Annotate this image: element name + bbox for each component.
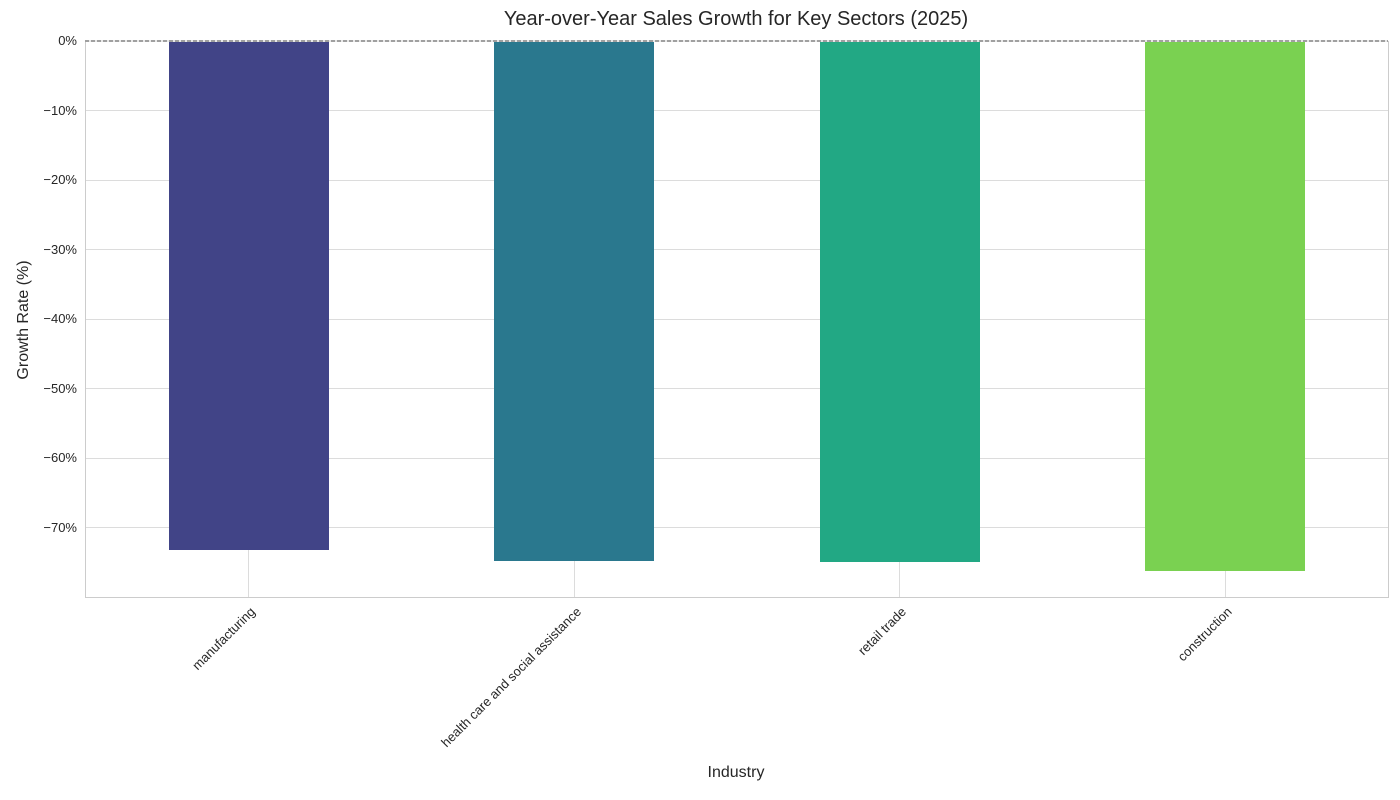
bar-manufacturing: [168, 41, 329, 550]
plot-area: [85, 40, 1389, 598]
y-gridline: [86, 388, 1388, 389]
y-tick-label: 0%: [58, 33, 77, 48]
x-tick-label: retail trade: [855, 604, 910, 659]
y-tick-label: −50%: [43, 380, 77, 396]
y-gridline: [86, 457, 1388, 459]
y-gridline: [86, 527, 1388, 528]
bar-construction: [1145, 41, 1306, 571]
y-tick-label: −30%: [43, 241, 77, 257]
x-tick-label: manufacturing: [189, 604, 259, 673]
y-tick-label: −10%: [43, 102, 77, 118]
y-gridline: [86, 249, 1388, 250]
y-tick-label: −70%: [43, 519, 77, 535]
bar-health-care-and-social-assistance: [494, 41, 655, 561]
y-axis-title: Growth Rate (%): [15, 260, 32, 380]
x-tick-label: construction: [1174, 604, 1235, 665]
y-tick-label: −60%: [43, 450, 77, 465]
bar-retail-trade: [819, 41, 980, 562]
chart-title: Year-over-Year Sales Growth for Key Sect…: [503, 8, 969, 30]
y-gridline: [86, 179, 1388, 181]
y-tick-label: −40%: [43, 311, 77, 326]
x-tick-label: health care and social assistance: [437, 604, 584, 751]
zero-baseline-dashed: [85, 40, 1388, 42]
x-axis-title: Industry: [707, 764, 765, 781]
y-gridline: [86, 318, 1388, 320]
y-gridline: [86, 110, 1388, 111]
y-tick-label: −20%: [43, 172, 77, 187]
